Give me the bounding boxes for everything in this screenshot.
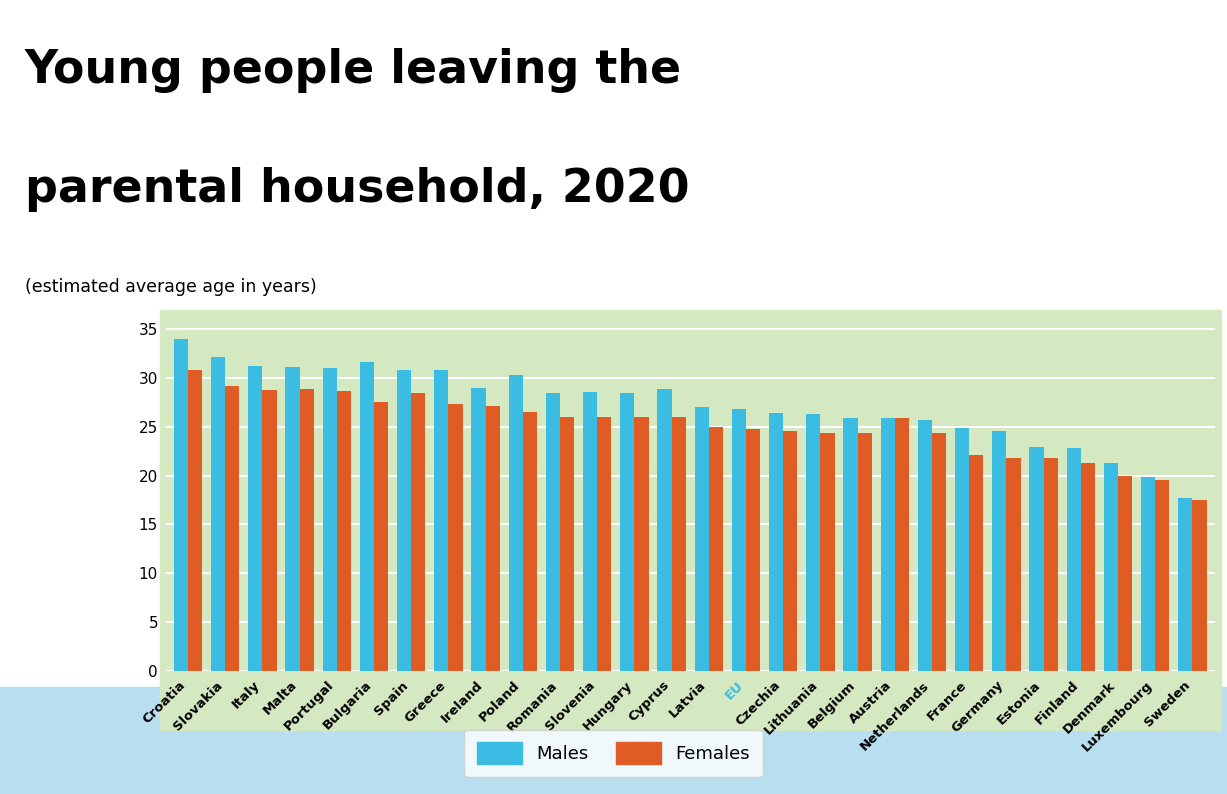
Bar [263, 390, 276, 671]
Bar [806, 414, 821, 671]
Bar [1178, 498, 1193, 671]
Bar [1193, 500, 1206, 671]
Bar [1044, 458, 1058, 671]
Bar [731, 409, 746, 671]
Bar [411, 393, 426, 671]
Bar [1118, 476, 1133, 671]
Bar [634, 417, 649, 671]
Bar [933, 433, 946, 671]
Bar [671, 417, 686, 671]
Bar [323, 368, 336, 671]
Bar [1006, 458, 1021, 671]
Bar [1141, 476, 1155, 671]
Bar [598, 417, 611, 671]
Bar [969, 455, 983, 671]
Bar [374, 403, 388, 671]
Bar [843, 418, 858, 671]
Bar [0, 687, 1227, 794]
Bar [360, 362, 374, 671]
Bar [620, 393, 634, 671]
Bar [783, 430, 798, 671]
Bar [769, 413, 783, 671]
Bar [1066, 449, 1081, 671]
Bar [894, 418, 909, 671]
Bar [560, 417, 574, 671]
Bar [583, 391, 598, 671]
Bar [336, 391, 351, 671]
Bar [509, 375, 523, 671]
Bar [1029, 447, 1044, 671]
Bar [918, 420, 933, 671]
Bar [486, 407, 499, 671]
Bar [286, 368, 299, 671]
Bar [174, 339, 188, 671]
Bar [523, 412, 537, 671]
Bar [188, 370, 202, 671]
Bar [448, 404, 463, 671]
Bar [299, 389, 314, 671]
Bar [1081, 463, 1094, 671]
Bar [434, 370, 448, 671]
Bar [1104, 463, 1118, 671]
Bar [746, 429, 760, 671]
Bar [694, 407, 709, 671]
Bar [248, 366, 263, 671]
Bar [881, 418, 894, 671]
Bar [1155, 480, 1169, 671]
Bar [211, 357, 226, 671]
Legend: Males, Females: Males, Females [464, 730, 763, 777]
Text: (estimated average age in years): (estimated average age in years) [25, 278, 317, 296]
Bar [471, 387, 486, 671]
Bar [398, 370, 411, 671]
Text: parental household, 2020: parental household, 2020 [25, 167, 690, 212]
Bar [546, 393, 560, 671]
Bar [226, 386, 239, 671]
Bar [993, 430, 1006, 671]
Bar [821, 433, 834, 671]
Bar [658, 389, 671, 671]
Bar [955, 428, 969, 671]
Text: Young people leaving the: Young people leaving the [25, 48, 682, 93]
Bar [709, 427, 723, 671]
Bar [858, 433, 871, 671]
